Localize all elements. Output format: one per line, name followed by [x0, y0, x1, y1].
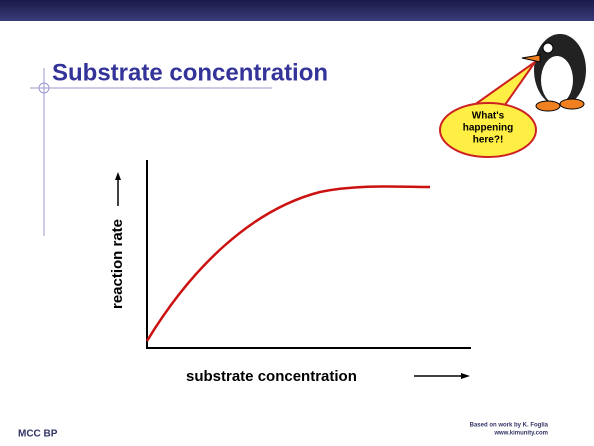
- y-axis-label: reaction rate: [109, 219, 126, 309]
- bubble-text: here?!: [473, 135, 504, 146]
- title: Substrate concentration: [52, 59, 328, 86]
- credit: www.kimunity.com: [493, 431, 548, 437]
- x-axis-label: substrate concentration: [186, 368, 357, 385]
- credit: Based on work by K. Foglia: [470, 423, 549, 429]
- slide: Substrate concentration What's happening…: [0, 0, 594, 446]
- footer: MCC BP: [18, 429, 58, 440]
- bubble-text: What's: [472, 111, 505, 122]
- top-bar: [0, 0, 594, 21]
- bubble-text: happening: [463, 123, 514, 134]
